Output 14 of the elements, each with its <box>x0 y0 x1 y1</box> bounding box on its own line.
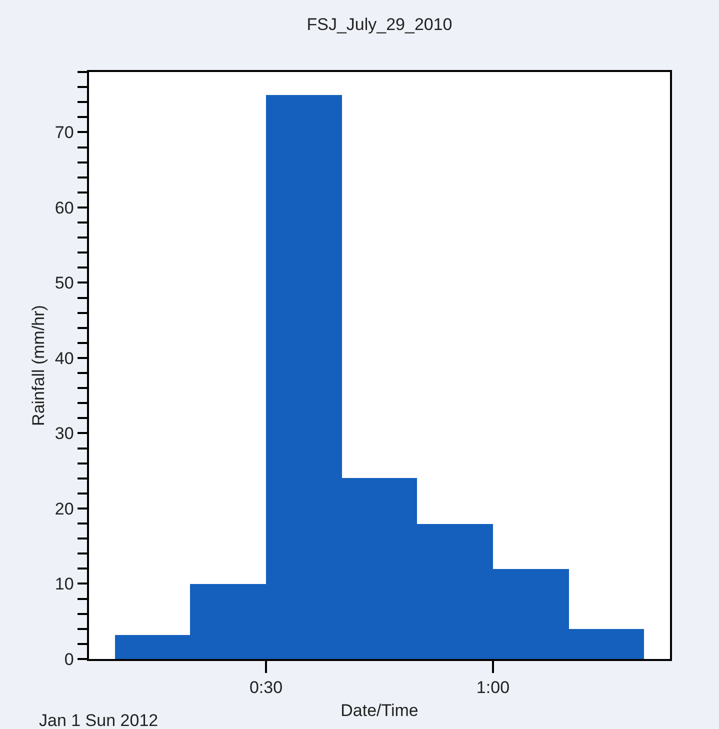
y-tick-label: 10 <box>54 574 74 594</box>
y-tick-label: 60 <box>54 198 74 218</box>
y-tick-label: 40 <box>54 348 74 368</box>
x-tick-label: 1:00 <box>476 678 510 698</box>
y-axis-title: Rainfall (mm/hr) <box>28 305 48 426</box>
y-tick-label: 70 <box>54 123 74 142</box>
y-tick-label: 50 <box>54 274 74 293</box>
y-tick-label: 30 <box>54 424 74 444</box>
chart-title: FSJ_July_29_2010 <box>306 15 452 34</box>
y-tick-label: 0 <box>64 650 74 669</box>
x-axis-title: Date/Time <box>340 701 418 720</box>
y-tick-label: 20 <box>54 499 74 518</box>
text: Jan 1 Sun 2012 <box>39 711 158 729</box>
x-tick-label: 0:30 <box>249 678 283 698</box>
